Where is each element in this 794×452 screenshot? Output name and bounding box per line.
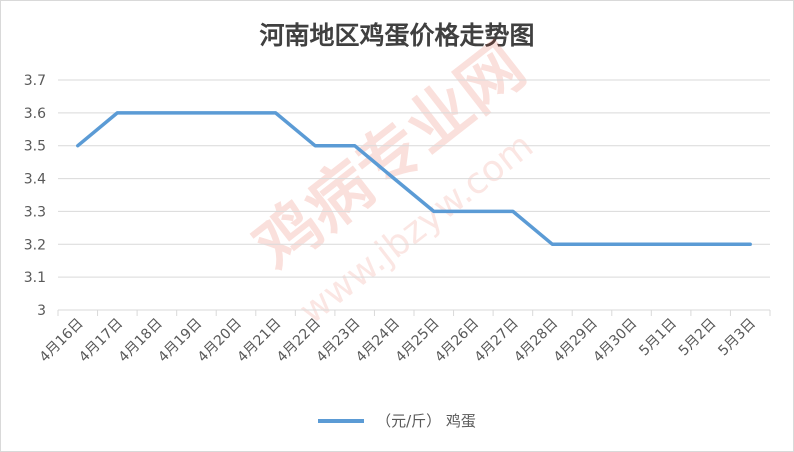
series-lines [76,111,752,247]
y-axis-tick-labels: 3 3.1 3.2 3.3 3.4 3.5 3.6 3.7 [24,73,46,319]
legend: （元/斤） 鸡蛋 [0,410,794,431]
series-line [76,111,752,247]
y-tick-label: 3 [37,303,46,319]
x-tick-label: 5月1日 [636,316,680,360]
chart-title: 河南地区鸡蛋价格走势图 [259,21,535,50]
y-tick-label: 3.4 [24,172,46,188]
grid-lines [57,79,771,316]
y-tick-label: 3.3 [24,204,46,220]
y-tick-label: 3.5 [24,139,46,155]
y-tick-label: 3.7 [24,73,46,89]
x-tick-label: 5月3日 [715,316,759,360]
legend-label: （元/斤） 鸡蛋 [376,412,476,430]
x-axis-tick-labels: 4月16日4月17日4月18日4月19日4月20日4月21日4月22日4月23日… [37,316,759,366]
y-tick-label: 3.6 [24,106,46,122]
legend-swatch [318,418,365,423]
x-tick-label: 5月2日 [676,316,720,360]
y-tick-label: 3.1 [24,270,46,286]
x-tick-label: 4月30日 [590,316,640,366]
y-tick-label: 3.2 [24,237,46,253]
